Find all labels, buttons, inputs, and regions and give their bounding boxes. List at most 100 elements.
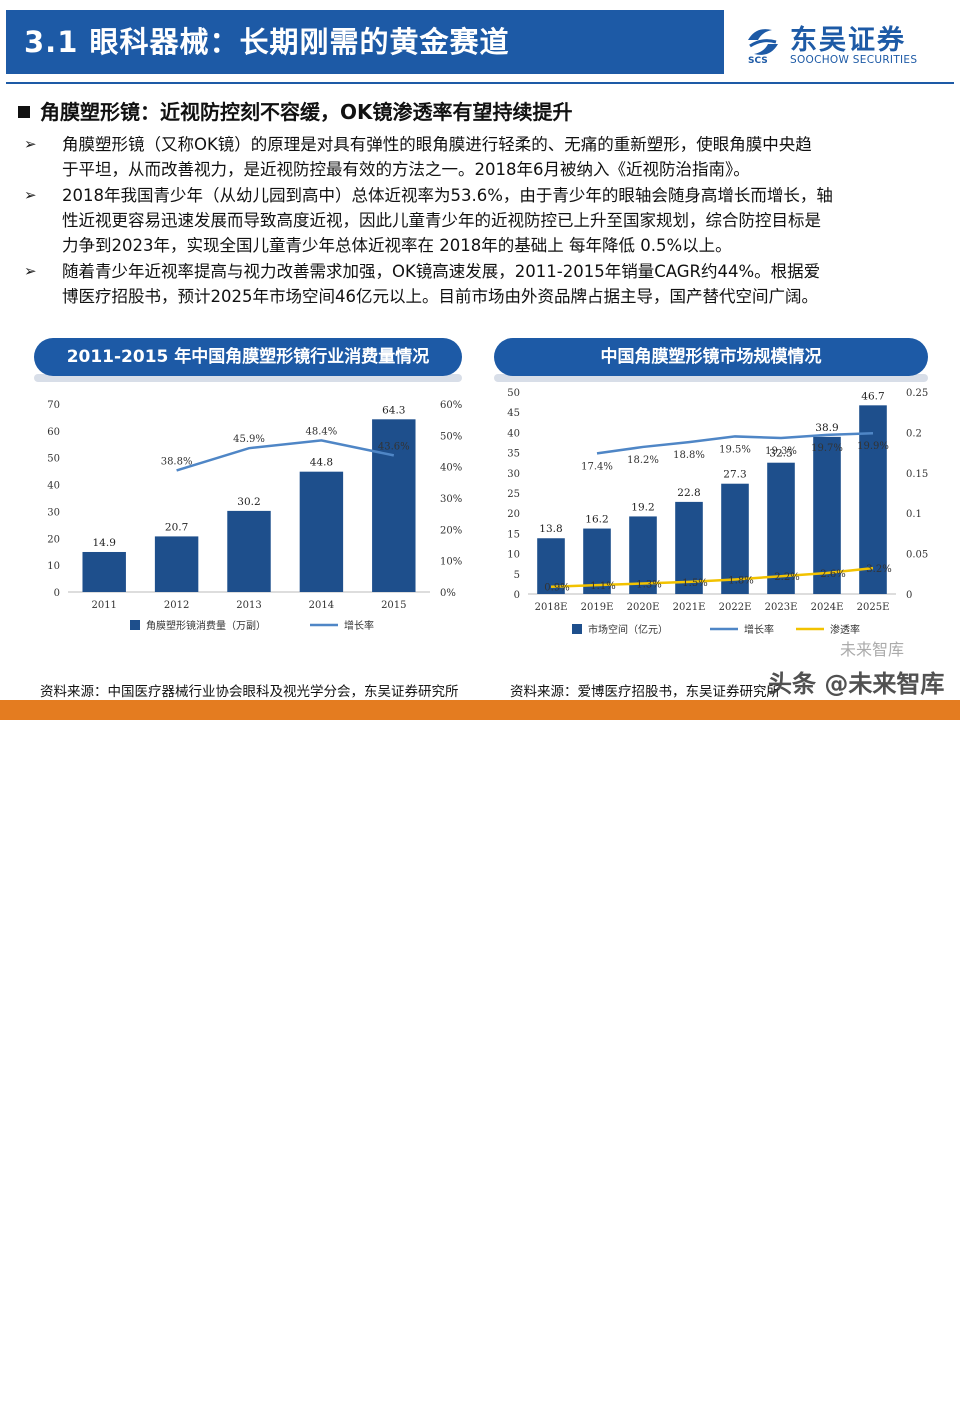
growth-rate-line [596,431,874,455]
bar-value-label: 14.9 [93,537,116,549]
penetration-rate-label: 1.8% [728,575,753,586]
legend-bar-label: 角膜塑形镜消费量（万副） [146,619,266,632]
y-tick-label: 20 [47,534,60,545]
legend-penetration-label: 渗透率 [830,623,860,636]
bar [813,436,841,594]
chart-1-title: 2011-2015 年中国角膜塑形镜行业消费量情况 [34,338,462,376]
x-tick-label: 2022E [719,602,752,613]
bar [767,462,795,594]
y-tick-label: 40 [47,481,60,492]
y-tick-label: 50 [47,454,60,465]
title-bar: 3.1 眼科器械：长期刚需的黄金赛道 [6,10,724,74]
source-note-right: 资料来源：爱博医疗招股书，东吴证券研究所 [510,684,780,700]
bullet-2-line-1: 2018年我国青少年（从幼儿园到高中）总体近视率为53.6%，由于青少年的眼轴会… [62,186,833,205]
legend-bar-label: 市场空间（亿元） [588,623,668,636]
growth-rate-line [176,439,395,472]
footer-bar: 38 [0,700,960,1414]
bar-value-label: 13.8 [539,523,562,535]
growth-rate-label: 48.4% [306,426,338,437]
scs-logo-icon [748,29,778,55]
bar-value-label: 32.5 [769,448,792,460]
x-tick-label: 2011 [91,600,116,611]
arrow-bullet-icon: ➢ [24,135,37,153]
y-tick-label: 0 [514,590,520,601]
slide-header: 3.1 眼科器械：长期刚需的黄金赛道 SCS 东吴证券 SOOCHOW SECU… [0,0,960,82]
x-tick-label: 2014 [309,600,334,611]
bar-value-label: 64.3 [382,404,405,416]
y-tick-label: 60 [47,427,60,438]
y2-tick-label: 50% [440,431,462,442]
chart-2-header-shadow [494,374,928,382]
watermark-top: 未来智库 [840,640,905,659]
bullet-3-line-1: 随着青少年近视率提高与视力改善需求加强，OK镜高速发展，2011-2015年销量… [62,262,821,281]
bar-value-label: 16.2 [585,514,608,526]
y-tick-label: 30 [47,507,60,518]
y-tick-label: 45 [507,408,520,419]
x-tick-label: 2015 [381,600,406,611]
section-headline: 角膜塑形镜：近视防控刻不容缓，OK镜渗透率有望持续提升 [18,96,573,125]
y2-tick-label: 0.05 [906,550,928,561]
growth-rate-label: 18.8% [673,450,705,461]
bar [227,510,271,592]
arrow-bullet-icon: ➢ [24,262,37,280]
market-size-chart: 0 5 10 15 20 25 30 35 40 45 50 0 0.05 0.1 0.15 0.2 0.25 1… [507,388,928,636]
bullet-2-line-3: 力争到2023年，实现全国儿童青少年总体近视率在 2018年的基础上 每年降低 … [62,236,732,255]
y-tick-label: 25 [507,489,520,500]
y2-tick-label: 40% [440,463,462,474]
x-tick-label: 2013 [236,600,261,611]
consumption-chart: 0 10 20 30 40 50 60 70 0% 10% 20% 30% 40% 50% 60% 14.9 2… [47,400,462,632]
bar [372,419,416,592]
watermark: 头条 @未来智库 [768,670,945,698]
y-tick-label: 50 [507,388,520,399]
growth-rate-label: 19.5% [719,444,751,455]
y2-tick-label: 0% [440,588,456,599]
legend-bar-swatch [130,620,140,630]
y-tick-label: 70 [47,400,60,411]
y2-tick-label: 30% [440,494,462,505]
logo-cn-text: 东吴证券 [790,25,906,56]
bar-value-label: 19.2 [631,501,654,513]
bar [721,483,749,594]
growth-rate-label: 38.8% [161,456,193,467]
bullet-1-line-2: 于平坦，从而改善视力，是近视防控最有效的方法之一。2018年6月被纳入《近视防治… [62,160,750,179]
y2-tick-label: 20% [440,525,462,536]
y2-tick-label: 0 [906,590,912,601]
growth-rate-label: 19.3% [765,446,797,457]
y-tick-label: 10 [507,550,520,561]
bar [629,516,657,594]
bar [583,528,611,594]
penetration-rate-label: 1.3% [636,579,661,590]
growth-rate-label: 43.6% [378,441,410,452]
headline-text: 角膜塑形镜：近视防控刻不容缓，OK镜渗透率有望持续提升 [40,100,573,124]
x-tick-label: 2024E [811,602,844,613]
bar [859,405,887,594]
y2-tick-label: 0.2 [906,428,922,439]
y2-tick-label: 10% [440,557,462,568]
x-tick-label: 2019E [581,602,614,613]
y-tick-label: 0 [54,588,60,599]
growth-rate-label: 45.9% [233,434,265,445]
penetration-rate-label: 0.9% [544,583,569,594]
y-tick-label: 20 [507,509,520,520]
bullet-1-line-1: 角膜塑形镜（又称OK镜）的原理是对具有弹性的眼角膜进行轻柔的、无痛的重新塑形，使… [62,135,812,154]
x-tick-label: 2025E [857,602,890,613]
bar [154,536,199,592]
chart-1-header-shadow [34,374,462,382]
penetration-rate-label: 2.2% [774,572,799,583]
bar-value-label: 20.7 [165,521,188,533]
bar-value-label: 22.8 [677,487,700,499]
header-divider [6,82,954,84]
x-tick-label: 2018E [535,602,568,613]
y-tick-label: 30 [507,469,520,480]
bullet-2-line-2: 性近视更容易迅速发展而导致高度近视，因此儿童青少年的近视防控已上升至国家规划，综… [62,211,821,230]
bar-value-label: 44.8 [310,457,333,469]
page-number: 38 [933,1403,946,1414]
square-bullet-icon [18,106,30,118]
legend-growth-label: 增长率 [744,623,774,636]
arrow-bullet-icon: ➢ [24,186,37,204]
y-tick-label: 10 [47,561,60,572]
penetration-rate-line [550,566,874,588]
logo-en-text: SOOCHOW SECURITIES [790,54,918,66]
x-tick-label: 2012 [164,600,189,611]
growth-rate-label: 18.2% [627,455,659,466]
